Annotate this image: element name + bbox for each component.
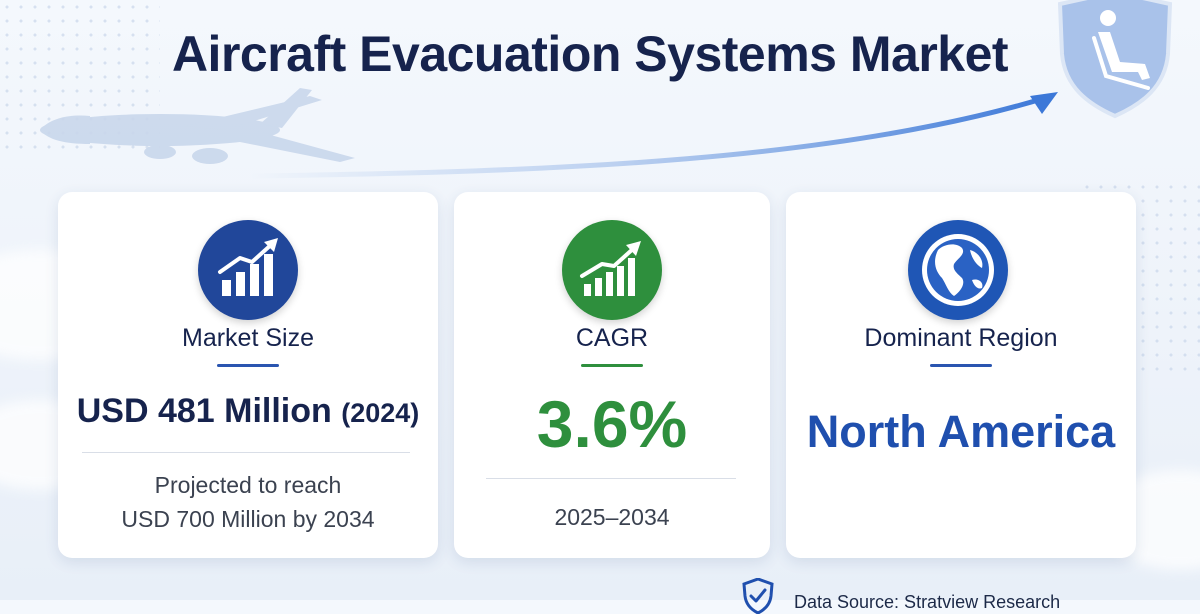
region-label: Dominant Region — [864, 324, 1058, 352]
page-title: Aircraft Evacuation Systems Market — [171, 26, 1009, 82]
trend-arrow-icon — [247, 92, 1058, 179]
region-value: North America — [806, 406, 1116, 457]
region-card: Dominant Region North America — [786, 192, 1136, 558]
label-underline — [930, 364, 992, 367]
card-divider — [486, 478, 736, 479]
market-size-projection: Projected to reach USD 700 Million by 20… — [58, 468, 438, 536]
market-size-card: Market Size USD 481 Million (2024) Proje… — [58, 192, 438, 558]
data-source-text: Data Source: Stratview Research — [794, 592, 1061, 612]
bar-chart-growth-icon — [198, 220, 298, 320]
market-size-year: (2024) — [341, 398, 420, 428]
globe-icon — [908, 220, 1008, 320]
projection-line-1: Projected to reach — [154, 472, 342, 498]
market-size-label: Market Size — [182, 324, 314, 352]
shield-check-icon — [742, 577, 774, 614]
data-source: Data Source: Stratview Research — [740, 577, 1060, 614]
bar-chart-growth-icon — [562, 220, 662, 320]
market-size-value: USD 481 Million (2024) — [58, 392, 438, 431]
projection-line-2: USD 700 Million by 2034 — [121, 506, 375, 532]
market-size-amount: USD 481 Million — [76, 392, 332, 430]
cagr-label: CAGR — [575, 324, 649, 352]
label-underline — [217, 364, 279, 367]
label-underline — [581, 364, 643, 367]
card-divider — [82, 452, 410, 453]
cagr-value: 3.6% — [536, 387, 688, 461]
airplane-icon — [40, 88, 355, 164]
cagr-period: 2025–2034 — [554, 504, 670, 530]
shield-seat-icon — [1057, 0, 1173, 119]
cagr-card: CAGR 3.6% 2025–2034 — [454, 192, 770, 558]
